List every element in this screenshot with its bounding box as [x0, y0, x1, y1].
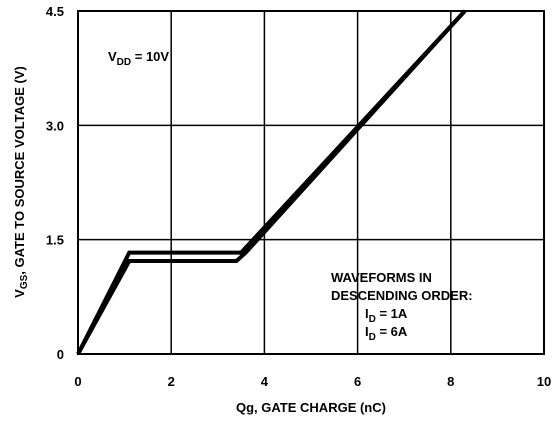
tick-labels: 0 2 4 6 8 10 0 1.5 3.0 4.5	[46, 4, 551, 389]
plot-frame	[77, 10, 545, 355]
vdd-annotation: VDD = 10V	[108, 49, 169, 68]
legend-entry-6a: ID = 6A	[365, 324, 408, 343]
series-group	[76, 9, 467, 355]
x-tick-label: 4	[261, 374, 269, 389]
y-tick-label: 1.5	[46, 233, 64, 248]
series-line-2	[76, 9, 467, 355]
legend-entry-1a: ID = 1A	[365, 306, 408, 325]
y-tick-label: 3.0	[46, 118, 64, 133]
legend-title-line1: WAVEFORMS IN	[331, 270, 432, 285]
x-tick-label: 8	[447, 374, 454, 389]
y-axis-title: VGS, GATE TO SOURCE VOLTAGE (V)	[12, 66, 30, 298]
y-tick-label: 0	[57, 347, 64, 362]
x-tick-label: 0	[74, 374, 81, 389]
legend-title-line2: DESCENDING ORDER:	[331, 288, 473, 303]
x-axis-title: Qg, GATE CHARGE (nC)	[236, 400, 386, 415]
y-tick-label: 4.5	[46, 4, 64, 19]
x-tick-label: 10	[537, 374, 551, 389]
grid	[78, 11, 544, 354]
x-tick-label: 6	[354, 374, 361, 389]
x-tick-label: 2	[168, 374, 175, 389]
